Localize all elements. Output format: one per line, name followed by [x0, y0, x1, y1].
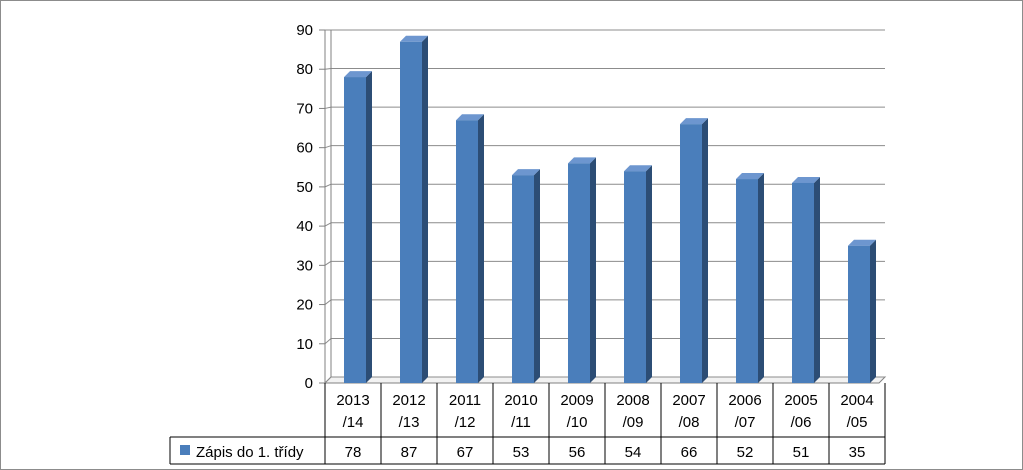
bar-side: [590, 157, 596, 383]
x-category-label: /10: [567, 414, 588, 431]
data-table-value: 66: [681, 444, 698, 461]
bar-front: [624, 171, 646, 383]
bar: [792, 176, 820, 383]
data-table-value: 35: [849, 444, 866, 461]
data-table-value: 78: [345, 444, 362, 461]
data-table-value: 52: [737, 444, 754, 461]
bar-front: [344, 77, 366, 384]
bars: [344, 35, 876, 384]
bar-side: [478, 114, 484, 383]
bar-top: [344, 71, 372, 78]
y-tick-label: 0: [305, 375, 313, 392]
bar-front: [736, 179, 758, 383]
gridline-diagonal: [324, 145, 332, 149]
bar-front: [792, 182, 814, 383]
bar-front: [512, 175, 534, 383]
bar: [848, 239, 876, 383]
bar-top: [400, 35, 428, 42]
bar-top: [792, 176, 820, 183]
bar-side: [366, 71, 372, 384]
gridline-diagonal: [324, 260, 332, 266]
x-category-label: /12: [455, 414, 476, 431]
x-category-label: 2011: [449, 392, 481, 409]
x-category-label: /09: [623, 414, 644, 431]
bar: [680, 118, 708, 383]
bar-side: [646, 165, 652, 383]
x-category-label: /13: [399, 414, 420, 431]
gridline-diagonal: [324, 222, 332, 227]
data-table-value: 53: [513, 444, 530, 461]
x-category-label: /08: [679, 414, 700, 431]
y-tick-label: 10: [296, 336, 313, 353]
bar-top: [624, 165, 652, 172]
gridline-diagonal: [324, 183, 332, 188]
gridline-diagonal: [324, 68, 332, 70]
y-tick-label: 90: [296, 22, 313, 39]
y-tick-label: 30: [296, 257, 313, 274]
bar-top: [680, 118, 708, 125]
bar-front: [400, 41, 422, 384]
bar: [568, 157, 596, 383]
data-table-value: 87: [401, 444, 418, 461]
data-table-value: 51: [793, 444, 810, 461]
y-tick-label: 70: [296, 100, 313, 117]
bar-side: [814, 176, 820, 383]
bar-side: [870, 239, 876, 383]
x-category-label: 2010: [504, 392, 537, 409]
bar-side: [758, 173, 764, 383]
data-table: 2013/14 2012/13 2011/12 2010/11 2009/10 2008 /…: [169, 383, 886, 465]
bar-top: [568, 157, 596, 164]
y-tick-label: 60: [296, 140, 313, 157]
gridline-diagonal: [324, 338, 332, 345]
bar-front: [568, 163, 590, 383]
x-category-label: /14: [343, 414, 364, 431]
y-tick-label: 20: [296, 297, 313, 314]
gridline-diagonal: [324, 376, 332, 384]
bar: [624, 165, 652, 383]
x-category-label: 2012: [392, 392, 425, 409]
bar: [400, 35, 428, 384]
x-category-label: 2004: [840, 392, 873, 409]
bar-side: [422, 35, 428, 384]
data-table-value: 67: [457, 444, 474, 461]
x-category-label: /11: [511, 414, 531, 431]
x-category-label: /06: [791, 414, 812, 431]
legend-key: [180, 445, 190, 455]
bar: [456, 114, 484, 383]
y-tick-label: 80: [296, 61, 313, 78]
x-category-label: 2009: [560, 392, 593, 409]
bar-front: [456, 120, 478, 383]
x-category-label: 2013: [336, 392, 369, 409]
legend-label: Zápis do 1. třídy: [196, 444, 304, 461]
x-category-label: /05: [847, 414, 868, 431]
x-category-label: /07: [735, 414, 756, 431]
bar-top: [456, 114, 484, 121]
bar-front: [848, 245, 870, 383]
bar: [344, 71, 372, 384]
bar-top: [736, 173, 764, 180]
gridline-diagonal: [324, 106, 332, 109]
data-table-value: 56: [569, 444, 586, 461]
bar-side: [534, 169, 540, 383]
bar-side: [702, 118, 708, 383]
x-category-label: 2008: [616, 392, 649, 409]
x-category-label: 2007: [672, 392, 705, 409]
bar-front: [680, 124, 702, 383]
gridline-diagonal: [324, 299, 332, 305]
bar-top: [512, 169, 540, 176]
y-tick-label: 50: [296, 179, 313, 196]
bar-top: [848, 239, 876, 246]
bar: [736, 173, 764, 383]
y-tick-label: 40: [296, 218, 313, 235]
data-table-value: 54: [625, 444, 642, 461]
bar: [512, 169, 540, 383]
x-category-label: 2005: [784, 392, 817, 409]
x-category-label: 2006: [728, 392, 761, 409]
